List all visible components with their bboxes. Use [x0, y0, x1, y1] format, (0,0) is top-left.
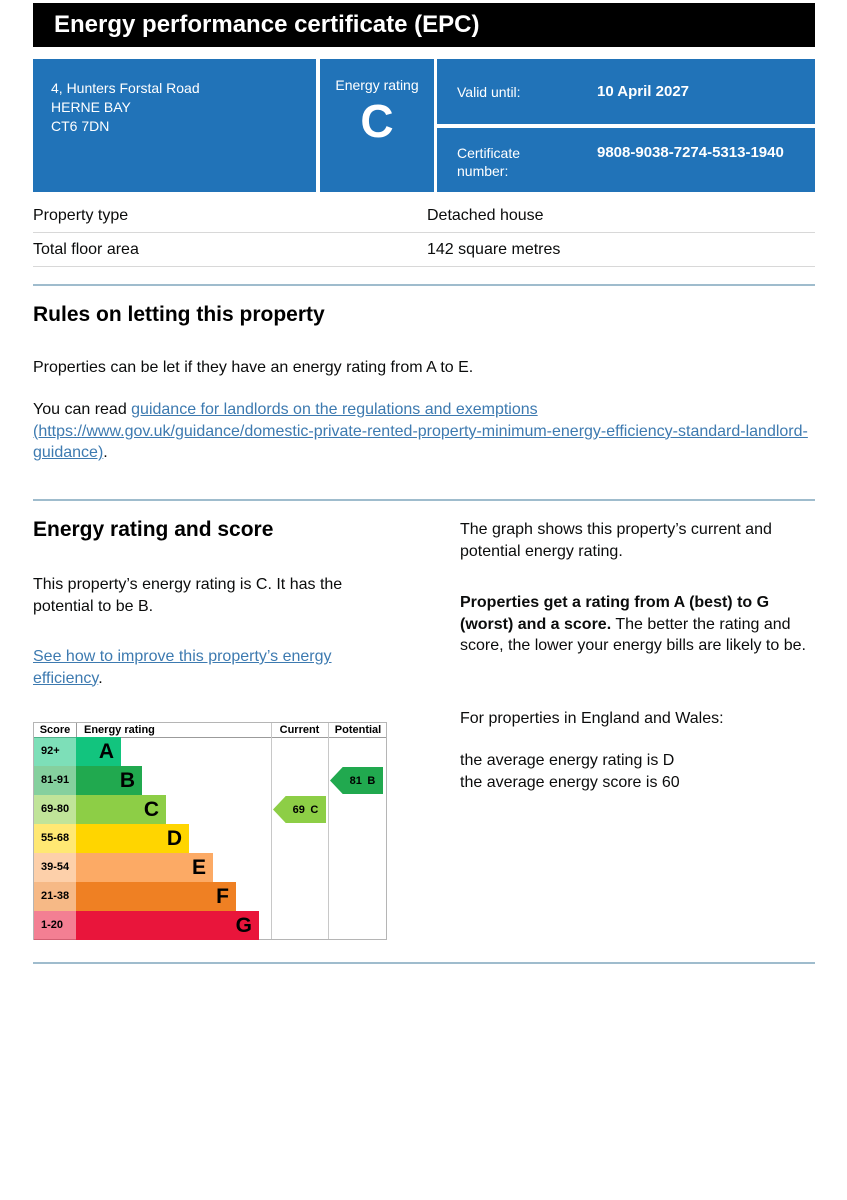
- score-range-cell: 21-38: [34, 882, 76, 911]
- score-range-cell: 55-68: [34, 824, 76, 853]
- rating-band-letter: E: [191, 856, 206, 879]
- address-line-3: CT6 7DN: [51, 118, 110, 134]
- chart-grid-line: [271, 723, 272, 939]
- floor-area-value: 142 square metres: [427, 241, 561, 258]
- section-divider: [33, 499, 815, 501]
- guidance-prefix: You can read: [33, 401, 132, 418]
- energy-score-heading: Energy rating and score: [33, 518, 274, 541]
- averages-text: the average energy rating is D the averag…: [460, 750, 816, 793]
- rating-band-letter: G: [235, 914, 252, 937]
- landlord-guidance-link[interactable]: guidance for landlords on the regulation…: [33, 401, 808, 461]
- property-type-value: Detached house: [427, 207, 544, 224]
- chart-header-underline: [34, 737, 386, 738]
- energy-rating-value: C: [360, 95, 394, 147]
- chart-header-energy-rating: Energy rating: [84, 724, 155, 736]
- table-row: Property type Detached house: [33, 199, 815, 233]
- score-range-cell: 69-80: [34, 795, 76, 824]
- address-line-2: HERNE BAY: [51, 99, 131, 115]
- table-row: Total floor area 142 square metres: [33, 233, 815, 267]
- rating-band-letter: F: [216, 885, 229, 908]
- rating-band-letter: D: [166, 827, 182, 850]
- property-type-label: Property type: [33, 207, 129, 224]
- rules-heading: Rules on letting this property: [33, 303, 325, 326]
- certificate-number-value: 9808-9038-7274-5313-1940: [597, 144, 784, 161]
- address-line-1: 4, Hunters Forstal Road: [51, 80, 200, 96]
- improve-efficiency-link[interactable]: See how to improve this property’s energ…: [33, 648, 332, 687]
- certificate-number-box: Certificate number: 9808-9038-7274-5313-…: [437, 128, 815, 192]
- valid-until-value: 10 April 2027: [597, 83, 689, 100]
- certificate-title-bar: Energy performance certificate (EPC): [33, 3, 815, 47]
- certificate-number-label: Certificate number:: [457, 145, 521, 179]
- current-rating-arrow: 69 C: [273, 796, 326, 823]
- rules-guidance-paragraph: You can read guidance for landlords on t…: [33, 399, 817, 464]
- energy-score-intro: This property’s energy rating is C. It h…: [33, 576, 343, 615]
- rating-band-bar: D: [76, 824, 189, 853]
- section-divider: [33, 284, 815, 286]
- average-rating-line: the average energy rating is D: [460, 752, 675, 769]
- average-score-line: the average energy score is 60: [460, 773, 680, 791]
- guidance-suffix: .: [103, 444, 108, 461]
- rating-band-bar: G: [76, 911, 259, 940]
- floor-area-label: Total floor area: [33, 241, 139, 258]
- rating-band-bar: E: [76, 853, 213, 882]
- score-range-cell: 1-20: [34, 911, 76, 940]
- chart-grid-line: [76, 723, 77, 737]
- rating-band-letter: A: [98, 740, 114, 763]
- section-divider: [33, 962, 815, 964]
- chart-grid-line: [328, 723, 329, 939]
- chart-header-score: Score: [39, 724, 71, 736]
- rating-band-letter: C: [143, 798, 159, 821]
- energy-rating-badge: Energy rating C: [320, 59, 434, 192]
- chart-header-potential: Potential: [334, 724, 382, 736]
- chart-header-current: Current: [279, 724, 320, 736]
- epc-rating-chart: Score Energy rating Current Potential 92+ A 81…: [33, 722, 387, 940]
- score-range-cell: 39-54: [34, 853, 76, 882]
- england-wales-lead: For properties in England and Wales:: [460, 710, 724, 727]
- rating-explanation-bold: Properties get a rating from A (best) to…: [460, 594, 770, 633]
- page-title: Energy performance certificate (EPC): [54, 11, 480, 38]
- potential-rating-arrow: 81 B: [330, 767, 383, 794]
- property-details-table: Property type Detached house Total floor…: [33, 199, 815, 267]
- valid-until-box: Valid until: 10 April 2027: [437, 59, 815, 124]
- improve-paragraph: See how to improve this property’s energ…: [33, 646, 395, 689]
- rating-band-bar: F: [76, 882, 236, 911]
- rules-paragraph: Properties can be let if they have an en…: [33, 359, 474, 376]
- score-range-cell: 81-91: [34, 766, 76, 795]
- energy-rating-label: Energy rating: [335, 77, 419, 93]
- rating-explanation: Properties get a rating from A (best) to…: [460, 592, 816, 657]
- graph-description: The graph shows this property’s current …: [460, 521, 772, 560]
- property-address: 4, Hunters Forstal Road HERNE BAY CT6 7D…: [33, 59, 316, 192]
- score-range-cell: 92+: [34, 737, 76, 766]
- rating-band-letter: B: [119, 769, 135, 792]
- rating-band-bar: C: [76, 795, 166, 824]
- improve-suffix: .: [98, 669, 103, 687]
- rating-band-bar: A: [76, 737, 121, 766]
- rating-explanation-rest: The better the rating and score, the low…: [460, 615, 806, 655]
- rating-band-bar: B: [76, 766, 142, 795]
- valid-until-label: Valid until:: [457, 83, 521, 100]
